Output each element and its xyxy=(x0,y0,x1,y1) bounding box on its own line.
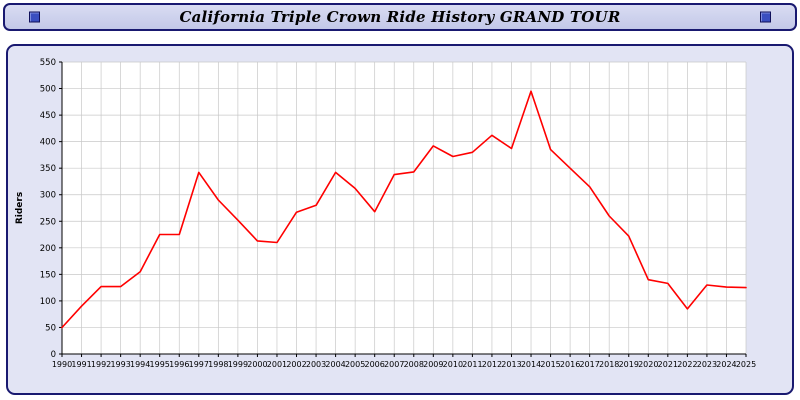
title-bar: California Triple Crown Ride History GRA… xyxy=(3,3,797,31)
svg-text:2012: 2012 xyxy=(482,360,502,369)
svg-text:2022: 2022 xyxy=(677,360,697,369)
svg-text:1991: 1991 xyxy=(71,360,91,369)
svg-text:2015: 2015 xyxy=(540,360,560,369)
svg-text:100: 100 xyxy=(40,297,56,307)
svg-text:2013: 2013 xyxy=(501,360,521,369)
svg-text:1992: 1992 xyxy=(91,360,111,369)
svg-text:50: 50 xyxy=(45,323,56,333)
svg-text:250: 250 xyxy=(40,217,56,227)
svg-text:2010: 2010 xyxy=(443,360,463,369)
svg-text:2023: 2023 xyxy=(697,360,717,369)
svg-text:1999: 1999 xyxy=(228,360,248,369)
svg-text:2025: 2025 xyxy=(736,360,756,369)
svg-text:2006: 2006 xyxy=(365,360,385,369)
svg-text:550: 550 xyxy=(40,58,56,68)
svg-text:1994: 1994 xyxy=(130,360,150,369)
svg-text:2002: 2002 xyxy=(286,360,306,369)
svg-text:2017: 2017 xyxy=(579,360,599,369)
svg-text:2011: 2011 xyxy=(462,360,482,369)
svg-text:300: 300 xyxy=(40,191,56,201)
svg-text:1998: 1998 xyxy=(208,360,228,369)
svg-text:2000: 2000 xyxy=(247,360,267,369)
svg-text:2001: 2001 xyxy=(267,360,287,369)
svg-text:1995: 1995 xyxy=(150,360,170,369)
svg-text:2007: 2007 xyxy=(384,360,404,369)
svg-text:2004: 2004 xyxy=(325,360,345,369)
decorative-square-icon xyxy=(760,11,771,23)
svg-text:150: 150 xyxy=(40,270,56,280)
decorative-square-icon xyxy=(29,11,40,23)
svg-text:1996: 1996 xyxy=(169,360,189,369)
svg-text:Riders: Riders xyxy=(15,192,25,224)
svg-text:2003: 2003 xyxy=(306,360,326,369)
svg-text:2009: 2009 xyxy=(423,360,443,369)
svg-text:2024: 2024 xyxy=(716,360,736,369)
svg-text:200: 200 xyxy=(40,244,56,254)
svg-text:2020: 2020 xyxy=(638,360,658,369)
svg-text:2021: 2021 xyxy=(658,360,678,369)
svg-text:2019: 2019 xyxy=(619,360,639,369)
svg-text:2005: 2005 xyxy=(345,360,365,369)
svg-text:2016: 2016 xyxy=(560,360,580,369)
svg-text:350: 350 xyxy=(40,164,56,174)
svg-text:2018: 2018 xyxy=(599,360,619,369)
svg-text:500: 500 xyxy=(40,85,56,95)
svg-text:0: 0 xyxy=(51,350,56,360)
svg-text:1997: 1997 xyxy=(189,360,209,369)
svg-text:2014: 2014 xyxy=(521,360,541,369)
page-title: California Triple Crown Ride History GRA… xyxy=(179,8,621,26)
svg-text:1993: 1993 xyxy=(110,360,130,369)
chart-panel: 0 50 100 150 200 250 300 350 400 450 500 550 1990 199… xyxy=(6,44,794,395)
svg-text:400: 400 xyxy=(40,138,56,148)
svg-text:2008: 2008 xyxy=(404,360,424,369)
svg-text:1990: 1990 xyxy=(52,360,72,369)
svg-text:450: 450 xyxy=(40,111,56,121)
